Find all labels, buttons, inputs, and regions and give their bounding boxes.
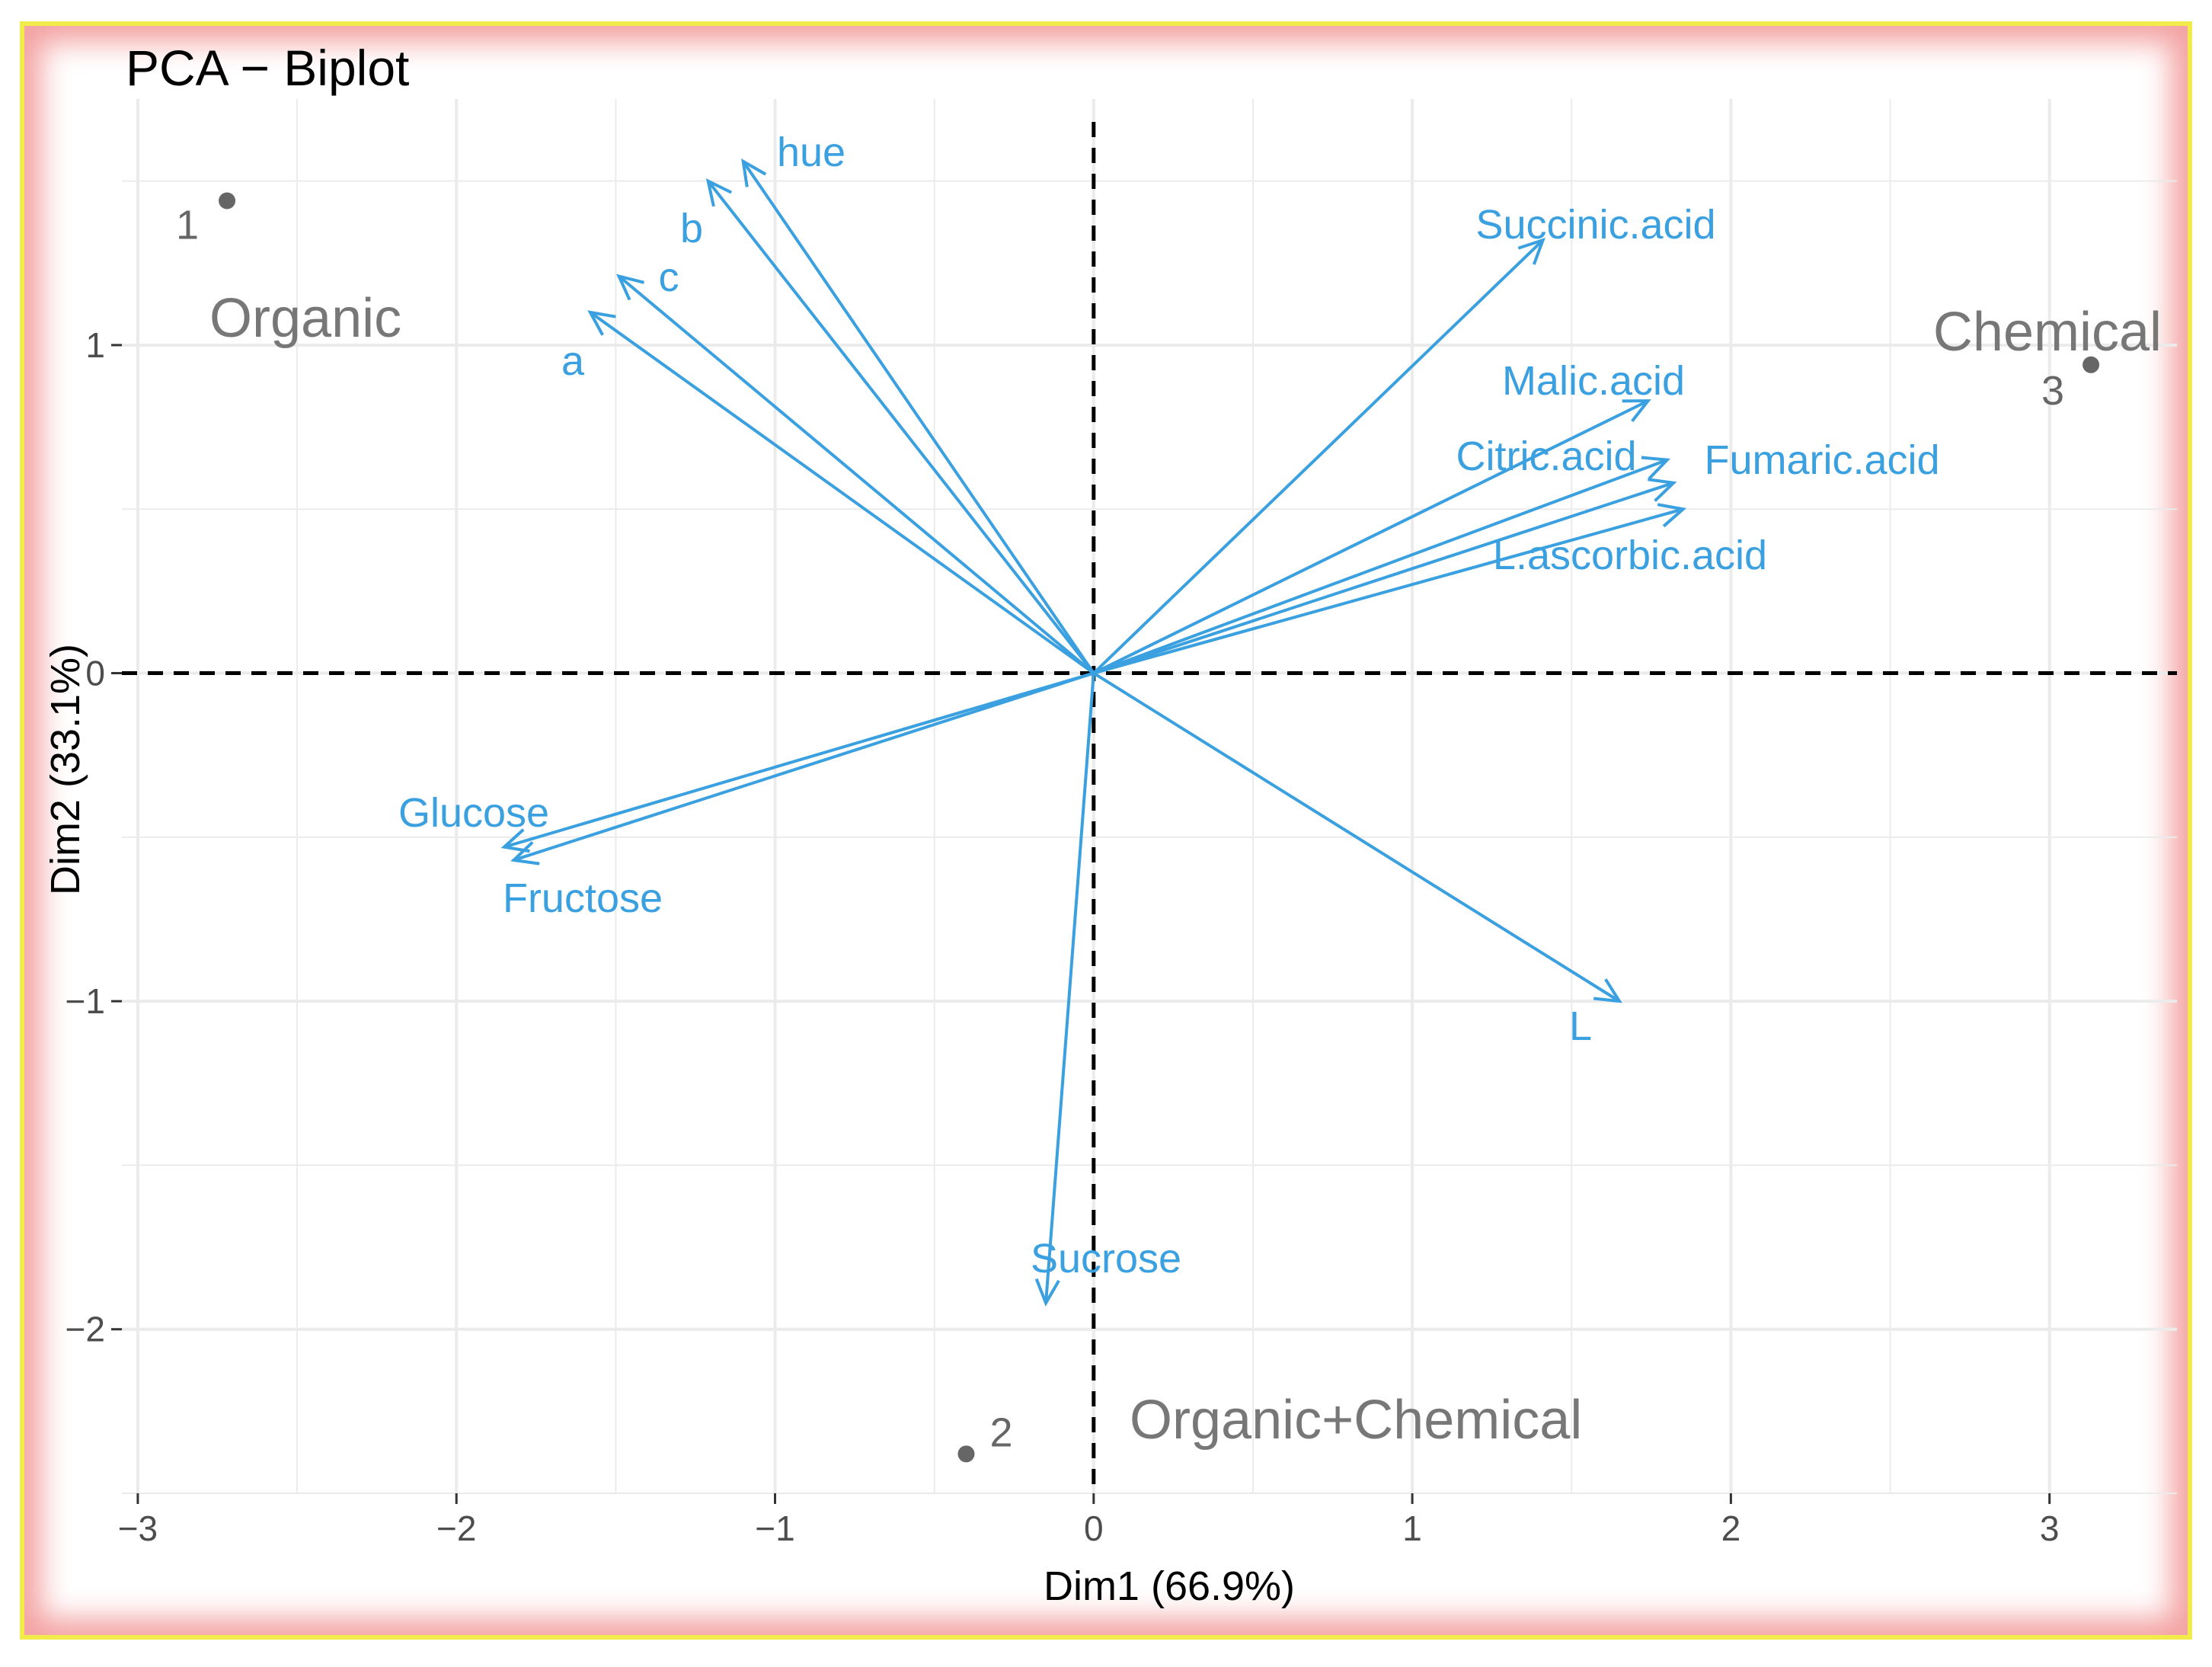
group-label: Organic [209,288,401,349]
variable-arrow [1092,399,1649,675]
y-tick-label: 0 [85,654,105,693]
y-tick-label: 1 [85,325,105,365]
x-tick-label: 1 [1402,1509,1422,1548]
variable-label: Succinic.acid [1475,202,1715,248]
y-axis-title: Dim2 (33.1%) [43,644,88,895]
labels: hue bc a Succinic.acid Malic.acid Citric.acid… [176,130,2162,1455]
variable-label: b [680,206,703,251]
variable-arrow [513,671,1095,862]
variable-arrowhead [1593,978,1622,1003]
individual-label: 2 [989,1409,1012,1455]
variable-arrow [742,160,1095,674]
variable-label: Citric.acid [1456,434,1636,479]
x-tick-label: 3 [2040,1509,2060,1548]
variable-arrowhead [1657,503,1687,528]
variable-label: Sucrose [1031,1236,1181,1281]
variable-arrowhead [1648,478,1677,502]
chart-title: PCA − Biplot [126,40,409,96]
variable-label: L [1569,1003,1592,1049]
variable-arrowhead [705,178,733,207]
variable-arrows [500,158,1687,1307]
variable-arrowhead [1034,1278,1060,1307]
figure-frame [20,21,2192,1640]
group-label: Organic+Chemical [1130,1390,1582,1451]
variable-arrowhead [587,310,616,336]
variable-arrowhead [616,274,645,301]
variable-arrow [1093,458,1668,675]
x-tick-label: 2 [1721,1509,1741,1548]
variable-arrow [1044,673,1095,1304]
x-tick-label: −2 [436,1509,476,1548]
individual-label: 3 [2041,368,2064,414]
individual-points [219,192,2100,1463]
x-tick-label: 0 [1084,1509,1104,1548]
variable-label: Malic.acid [1502,358,1685,404]
variable-arrow [1092,671,1621,1003]
variable-label: c [659,254,679,300]
variable-label: Fumaric.acid [1704,437,1939,483]
individual-point [2083,356,2100,373]
variable-label: Fructose [503,875,663,921]
variable-arrowhead [500,828,530,853]
variable-arrowhead [1641,456,1671,480]
variable-arrowhead [1622,399,1651,423]
variable-label: a [561,338,585,384]
variable-arrow [1093,507,1684,675]
axis-ticks: −3 −2 −1 0 1 2 3 −2 −1 0 1 [66,325,2060,1548]
reference-lines [122,122,2177,1493]
variable-arrow [1092,238,1544,674]
variable-arrowhead [741,158,767,187]
variable-arrow [618,274,1095,675]
individual-point [219,192,236,210]
variable-arrow [503,671,1095,849]
variable-label: L.ascorbic.acid [1493,533,1767,578]
x-axis-title: Dim1 (66.9%) [1044,1563,1295,1609]
variable-label: hue [777,130,845,175]
x-tick-label: −1 [755,1509,794,1548]
y-tick-label: −2 [66,1310,105,1349]
variable-arrowhead [1517,237,1546,265]
y-tick-label: −1 [66,981,105,1021]
x-tick-label: −3 [118,1509,158,1548]
variable-arrow [1093,481,1674,675]
variable-arrow [589,311,1095,675]
individual-label: 1 [176,202,199,248]
individual-point [957,1445,975,1463]
group-label: Chemical [1933,302,2162,363]
variable-arrow [707,180,1095,674]
variable-label: Glucose [398,790,549,836]
variable-arrowhead [510,841,540,865]
